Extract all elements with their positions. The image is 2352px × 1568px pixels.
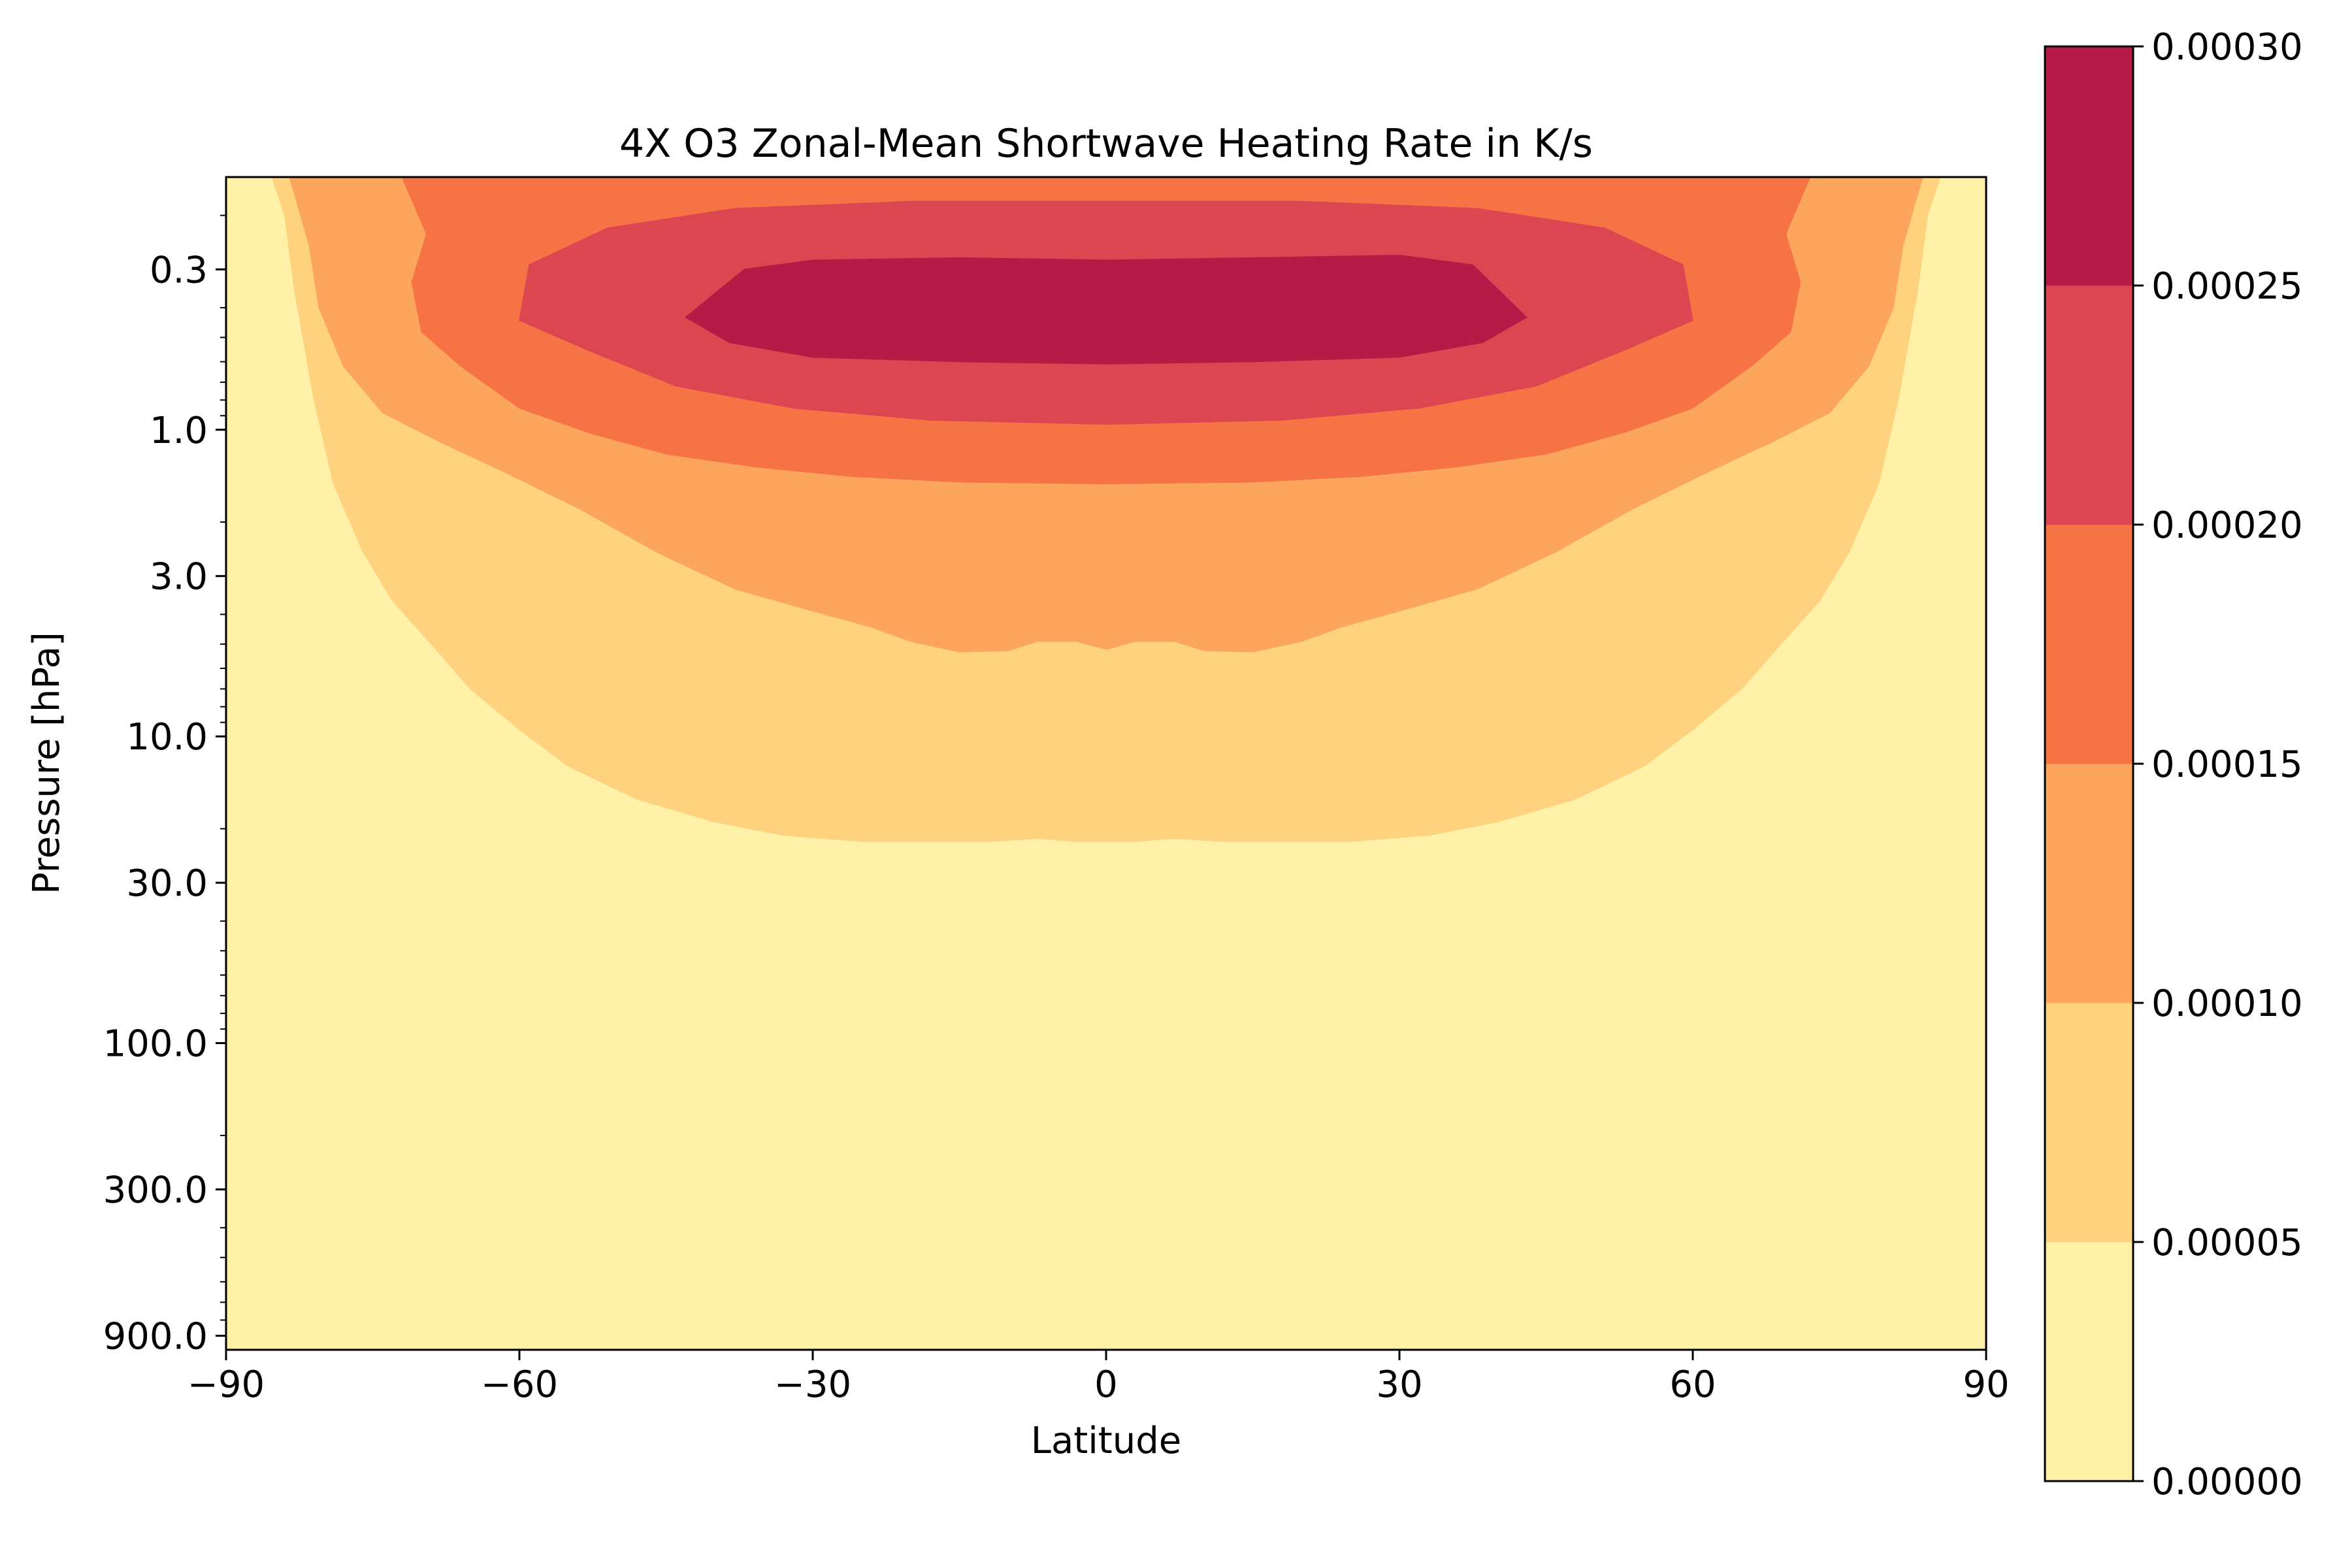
x-tick-label: 90 [1963, 1364, 2009, 1406]
y-tick-label: 300.0 [103, 1169, 208, 1212]
colorbar-tick-label: 0.00010 [2151, 983, 2303, 1025]
colorbar-swatch [2044, 1002, 2134, 1243]
y-tick-label: 30.0 [126, 862, 208, 905]
x-axis-title: Latitude [1031, 1420, 1181, 1462]
x-tick-label: 0 [1094, 1364, 1118, 1406]
x-tick-label: 30 [1376, 1364, 1422, 1406]
colorbar-swatch [2044, 285, 2134, 525]
colorbar-tick-label: 0.00030 [2151, 26, 2303, 69]
colorbar-swatch [2044, 1241, 2134, 1482]
y-tick-label: 3.0 [150, 556, 208, 598]
y-tick-label: 0.3 [150, 249, 208, 291]
x-axis: −90 −60 −30 0 30 60 90 [188, 1350, 2010, 1406]
y-axis-title: Pressure [hPa] [25, 632, 68, 894]
colorbar-tick-label: 0.00015 [2151, 743, 2303, 786]
y-tick-label: 10.0 [126, 716, 208, 759]
colorbar-tick-label: 0.00000 [2151, 1461, 2303, 1503]
x-tick-label: −30 [774, 1364, 851, 1406]
colorbar-swatch [2044, 763, 2134, 1004]
colorbar: 0.00000 0.00005 0.00010 0.00015 0.00020 0.000… [2044, 26, 2303, 1503]
plot-area [225, 176, 1987, 1351]
y-tick-label: 100.0 [103, 1023, 208, 1066]
y-tick-label: 900.0 [103, 1316, 208, 1358]
chart-title: 4X O3 Zonal-Mean Shortwave Heating Rate … [619, 121, 1593, 167]
x-tick-label: −90 [188, 1364, 265, 1406]
contour-region-5 [685, 255, 1527, 365]
colorbar-tick-label: 0.00020 [2151, 504, 2303, 547]
colorbar-ticks: 0.00000 0.00005 0.00010 0.00015 0.00020 0.000… [2133, 26, 2303, 1503]
y-axis: 0.3 1.0 3.0 10.0 30.0 100.0 300.0 900.0 [103, 214, 226, 1358]
colorbar-swatches [2044, 46, 2134, 1482]
colorbar-swatch [2044, 46, 2134, 286]
x-tick-label: 60 [1669, 1364, 1716, 1406]
colorbar-swatch [2044, 524, 2134, 764]
y-tick-label: 1.0 [150, 410, 208, 452]
colorbar-tick-label: 0.00005 [2151, 1222, 2303, 1264]
colorbar-tick-label: 0.00025 [2151, 265, 2303, 308]
x-tick-label: −60 [481, 1364, 558, 1406]
contour-layer [271, 177, 1941, 842]
